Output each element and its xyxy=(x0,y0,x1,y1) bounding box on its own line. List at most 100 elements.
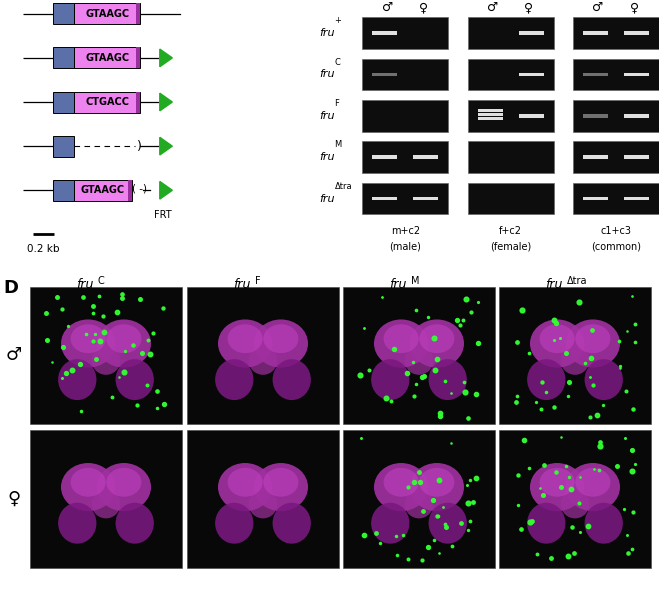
Text: fru: fru xyxy=(319,152,335,162)
Bar xyxy=(519,31,544,35)
Bar xyxy=(413,155,438,159)
Ellipse shape xyxy=(410,320,464,368)
Ellipse shape xyxy=(374,320,428,368)
Text: M: M xyxy=(411,276,420,286)
Bar xyxy=(468,100,554,132)
Bar xyxy=(53,91,74,113)
Polygon shape xyxy=(160,181,173,199)
Bar xyxy=(74,47,140,68)
Bar xyxy=(53,4,74,24)
Text: Δtra: Δtra xyxy=(335,182,352,191)
Text: fru: fru xyxy=(234,278,251,291)
Bar xyxy=(573,100,659,132)
Bar xyxy=(343,287,495,425)
Bar xyxy=(468,17,554,49)
Bar xyxy=(362,183,448,215)
Text: (female): (female) xyxy=(490,241,531,251)
Bar xyxy=(624,197,649,200)
Ellipse shape xyxy=(71,468,105,497)
Ellipse shape xyxy=(374,463,428,511)
Ellipse shape xyxy=(527,359,565,400)
Bar xyxy=(499,287,651,425)
Bar xyxy=(583,114,608,117)
Polygon shape xyxy=(160,138,173,155)
Text: ♀: ♀ xyxy=(419,1,428,14)
Bar xyxy=(53,180,74,201)
Text: ♂: ♂ xyxy=(592,1,604,14)
Bar xyxy=(468,141,554,173)
Ellipse shape xyxy=(92,346,121,375)
Text: Δtra: Δtra xyxy=(567,276,588,286)
Text: ♂: ♂ xyxy=(382,1,393,14)
Bar xyxy=(499,431,651,568)
Ellipse shape xyxy=(227,324,263,353)
Ellipse shape xyxy=(115,503,154,544)
Text: CTGACC: CTGACC xyxy=(85,97,129,107)
Bar xyxy=(136,47,140,68)
Ellipse shape xyxy=(565,463,620,511)
Ellipse shape xyxy=(419,468,455,497)
Bar xyxy=(53,47,74,68)
Bar xyxy=(362,17,448,49)
Ellipse shape xyxy=(410,463,464,511)
Text: ♂: ♂ xyxy=(487,1,498,14)
Text: ♀: ♀ xyxy=(525,1,533,14)
Ellipse shape xyxy=(264,468,299,497)
Bar xyxy=(74,91,140,113)
Ellipse shape xyxy=(384,324,418,353)
Bar xyxy=(372,31,397,35)
Bar xyxy=(53,136,74,157)
Text: GTAAGC: GTAAGC xyxy=(81,185,125,195)
Bar xyxy=(478,117,503,120)
Ellipse shape xyxy=(405,346,434,375)
Ellipse shape xyxy=(115,359,154,400)
Polygon shape xyxy=(160,49,173,67)
Polygon shape xyxy=(160,93,173,111)
Ellipse shape xyxy=(218,320,272,368)
Ellipse shape xyxy=(254,463,308,511)
Text: fru: fru xyxy=(319,111,335,121)
Ellipse shape xyxy=(575,324,610,353)
Ellipse shape xyxy=(58,359,96,400)
Ellipse shape xyxy=(248,489,277,518)
Bar xyxy=(372,73,397,76)
Ellipse shape xyxy=(561,346,589,375)
Bar xyxy=(624,31,649,35)
Ellipse shape xyxy=(58,503,96,544)
Text: fru: fru xyxy=(319,193,335,203)
Text: D: D xyxy=(3,279,18,296)
Bar xyxy=(624,73,649,76)
Bar xyxy=(624,114,649,117)
Ellipse shape xyxy=(575,468,610,497)
Ellipse shape xyxy=(273,359,311,400)
Bar xyxy=(74,4,140,24)
Bar xyxy=(343,431,495,568)
Text: fru: fru xyxy=(389,278,407,291)
Text: f+c2: f+c2 xyxy=(500,226,522,236)
Ellipse shape xyxy=(71,324,105,353)
Ellipse shape xyxy=(405,489,434,518)
Bar xyxy=(573,17,659,49)
Bar xyxy=(583,197,608,200)
Ellipse shape xyxy=(92,489,121,518)
Ellipse shape xyxy=(97,320,151,368)
Bar xyxy=(573,183,659,215)
Text: fru: fru xyxy=(319,28,335,38)
Ellipse shape xyxy=(97,463,151,511)
Bar xyxy=(583,31,608,35)
Ellipse shape xyxy=(215,359,254,400)
Text: (common): (common) xyxy=(591,241,641,251)
Bar xyxy=(519,114,544,117)
Ellipse shape xyxy=(419,324,455,353)
Text: +: + xyxy=(335,17,341,25)
Bar xyxy=(413,197,438,200)
Bar xyxy=(30,287,182,425)
Ellipse shape xyxy=(371,359,409,400)
Ellipse shape xyxy=(254,320,308,368)
Ellipse shape xyxy=(61,320,115,368)
Text: GTAAGC: GTAAGC xyxy=(85,9,129,19)
Bar xyxy=(187,287,339,425)
Text: GTAAGC: GTAAGC xyxy=(85,53,129,63)
Bar xyxy=(362,100,448,132)
Bar xyxy=(583,73,608,76)
